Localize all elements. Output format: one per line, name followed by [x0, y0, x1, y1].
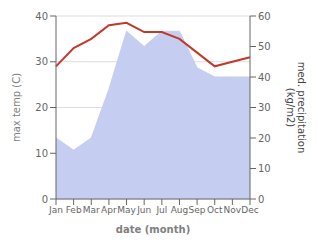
svg-text:0: 0: [258, 194, 264, 205]
svg-text:60: 60: [258, 11, 271, 22]
svg-text:20: 20: [258, 133, 271, 144]
svg-text:Jul: Jul: [155, 205, 167, 215]
svg-text:30: 30: [258, 102, 271, 113]
svg-text:20: 20: [35, 102, 48, 113]
svg-text:50: 50: [258, 41, 271, 52]
svg-text:max temp (C): max temp (C): [11, 73, 22, 142]
svg-text:10: 10: [35, 148, 48, 159]
svg-text:Mar: Mar: [83, 205, 100, 215]
svg-text:40: 40: [35, 11, 48, 22]
svg-text:date (month): date (month): [116, 224, 190, 235]
svg-text:Nov: Nov: [224, 205, 242, 215]
svg-text:Apr: Apr: [101, 205, 117, 215]
svg-text:Aug: Aug: [171, 205, 189, 215]
svg-text:10: 10: [258, 163, 271, 174]
svg-text:May: May: [117, 205, 136, 215]
svg-text:0: 0: [42, 194, 48, 205]
svg-text:Jan: Jan: [48, 205, 63, 215]
svg-text:40: 40: [258, 72, 271, 83]
svg-text:med. precipitation(kg/m2): med. precipitation(kg/m2): [285, 62, 307, 154]
svg-text:Oct: Oct: [207, 205, 223, 215]
svg-text:Dec: Dec: [241, 205, 258, 215]
svg-text:Jun: Jun: [136, 205, 151, 215]
svg-text:Sep: Sep: [189, 205, 206, 215]
svg-text:30: 30: [35, 56, 48, 67]
svg-text:Feb: Feb: [66, 205, 82, 215]
